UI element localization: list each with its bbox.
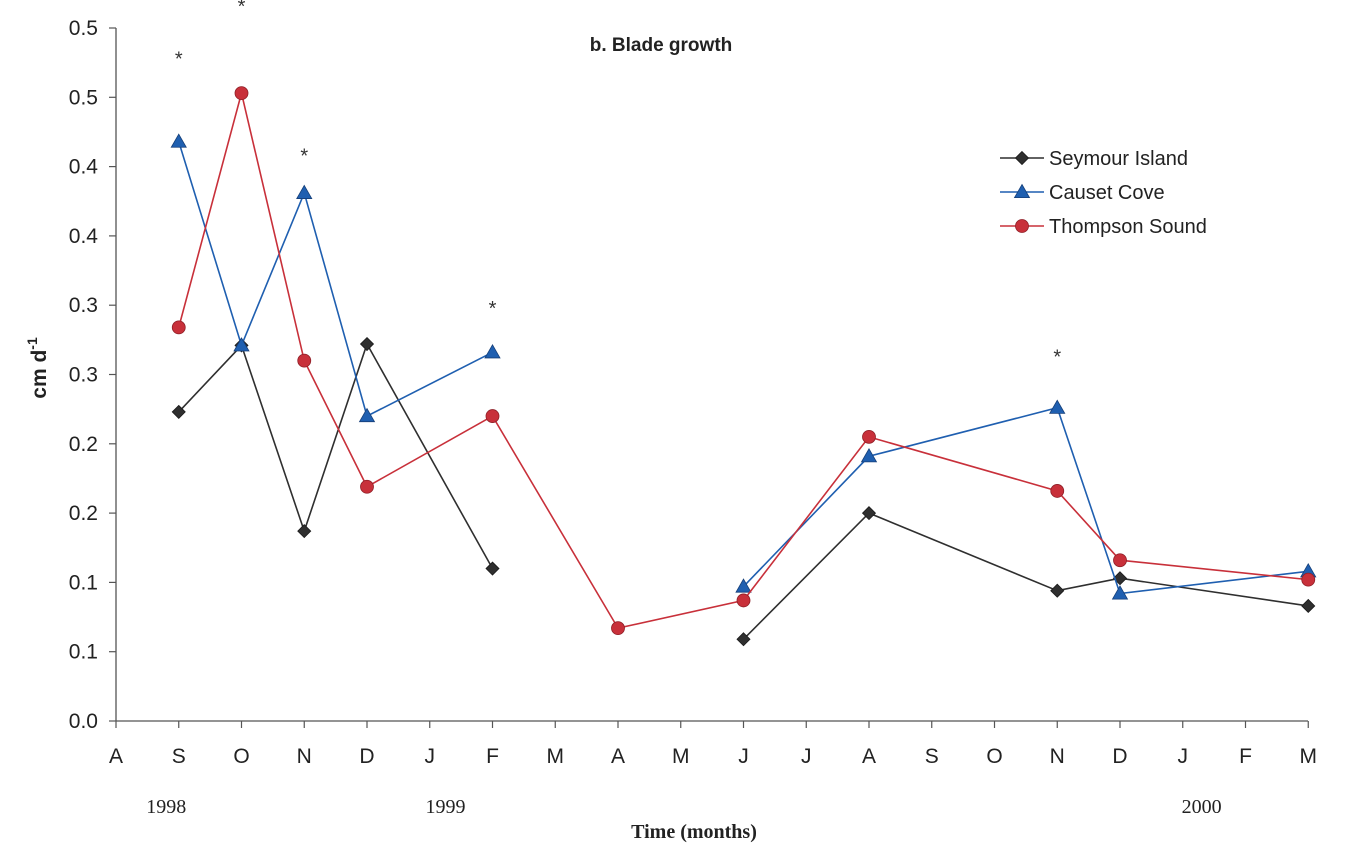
data-point-diamond — [171, 404, 186, 419]
x-tick-label: N — [1050, 745, 1065, 768]
axes — [115, 28, 1308, 722]
series-causet-cove — [170, 133, 1317, 600]
legend-item: Causet Cove — [1000, 182, 1165, 204]
y-tick-label: 0.2 — [69, 502, 98, 525]
significance-marks: * * * * * — [175, 0, 1062, 369]
significance-asterisk: * — [1053, 347, 1061, 369]
series-line — [177, 141, 493, 418]
data-point-circle — [1301, 572, 1316, 587]
x-tick-label: J — [425, 745, 436, 768]
y-ticks: 0.0 0.1 0.1 0.2 0.2 0.3 0.3 0.4 0.4 0.5 0.5 — [69, 17, 116, 733]
legend-item: Thompson Sound — [1000, 216, 1207, 238]
data-point-circle — [1015, 219, 1029, 233]
series-line — [177, 92, 1309, 630]
x-tick-label: F — [1239, 745, 1252, 768]
x-axis-label: Time (months) — [631, 821, 757, 843]
data-point-circle — [611, 621, 625, 636]
data-point-triangle — [1049, 399, 1066, 414]
significance-asterisk: * — [300, 146, 308, 168]
x-tick-label: S — [925, 745, 939, 768]
data-point-triangle — [484, 344, 501, 359]
data-point-triangle — [170, 133, 187, 148]
year-label: 1998 — [146, 796, 186, 818]
year-labels: 1998 1999 2000 — [146, 796, 1221, 818]
y-tick-label: 0.3 — [69, 294, 98, 317]
data-point-circle — [297, 353, 312, 368]
data-point-circle — [360, 479, 374, 494]
significance-asterisk: * — [238, 0, 246, 18]
data-point-circle — [1050, 484, 1065, 498]
data-point-diamond — [861, 506, 877, 521]
data-point-circle — [485, 409, 500, 423]
x-tick-label: J — [1178, 745, 1189, 768]
legend-label: Thompson Sound — [1049, 216, 1207, 238]
data-point-triangle — [735, 578, 752, 593]
x-tick-label: M — [547, 745, 565, 768]
data-point-diamond — [1050, 583, 1065, 598]
x-tick-label: O — [986, 745, 1002, 768]
x-tick-label: N — [297, 745, 312, 768]
data-point-diamond — [359, 336, 375, 352]
significance-asterisk: * — [175, 49, 183, 71]
series-line — [178, 342, 494, 569]
x-tick-label: J — [801, 745, 812, 768]
legend-label: Causet Cove — [1049, 182, 1165, 204]
data-point-circle — [1113, 553, 1127, 568]
x-tick-label: O — [233, 745, 249, 768]
significance-asterisk: * — [489, 298, 497, 320]
y-axis-label: cm d-1 — [24, 337, 51, 399]
x-tick-label: J — [738, 745, 749, 768]
series-line — [742, 406, 1309, 595]
y-tick-label: 0.5 — [69, 86, 98, 109]
x-tick-label: M — [672, 745, 690, 768]
y-tick-label: 0.4 — [69, 225, 99, 248]
data-point-diamond — [1014, 150, 1030, 166]
data-point-triangle — [860, 447, 878, 463]
y-tick-label: 0.1 — [69, 641, 98, 664]
data-point-triangle — [358, 407, 376, 423]
legend-label: Seymour Island — [1049, 148, 1188, 170]
data-point-circle — [862, 429, 876, 444]
y-tick-label: 0.2 — [69, 433, 98, 456]
data-point-circle — [171, 320, 186, 335]
series-thompson-sound — [171, 86, 1316, 636]
x-tick-label: D — [1112, 745, 1127, 768]
x-tick-label: D — [359, 745, 374, 768]
x-tick-label: A — [109, 745, 123, 768]
data-point-circle — [234, 86, 249, 101]
y-tick-label: 0.4 — [69, 156, 99, 179]
data-point-triangle — [1111, 585, 1129, 600]
y-tick-label: 0.1 — [69, 571, 98, 594]
data-point-diamond — [297, 524, 312, 539]
year-label: 2000 — [1182, 796, 1222, 818]
data-point-triangle — [233, 337, 250, 352]
legend: Seymour Island Causet Cove Thompson Sound — [1000, 148, 1207, 238]
data-point-diamond — [1301, 598, 1316, 614]
data-point-diamond — [485, 561, 500, 576]
series-layer — [170, 86, 1317, 647]
x-tick-label: M — [1300, 745, 1318, 768]
x-tick-label: S — [172, 745, 186, 768]
data-point-triangle — [296, 184, 313, 199]
y-tick-label: 0.3 — [69, 364, 98, 387]
y-tick-label: 0.5 — [69, 17, 98, 40]
data-point-triangle — [1013, 183, 1031, 199]
data-point-diamond — [736, 632, 751, 647]
x-tick-label: A — [611, 745, 625, 768]
legend-item: Seymour Island — [1000, 148, 1188, 170]
year-label: 1999 — [425, 796, 465, 818]
x-tick-label: F — [486, 745, 499, 768]
data-point-circle — [736, 593, 751, 608]
series-line — [742, 512, 1309, 640]
x-tick-label: A — [862, 745, 876, 768]
chart-title: b. Blade growth — [590, 35, 733, 56]
y-tick-label: 0.0 — [69, 710, 98, 733]
